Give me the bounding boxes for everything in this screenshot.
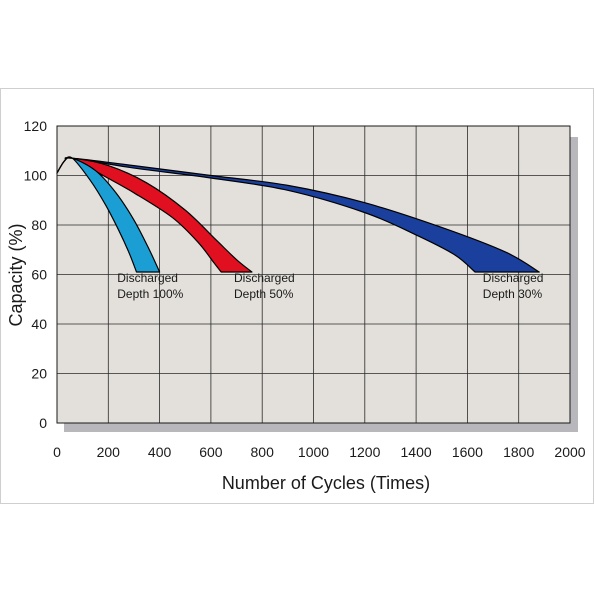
band-label-dod100-line1: Discharged: [117, 271, 178, 285]
y-tick-label: 100: [24, 168, 48, 184]
band-dod30: [56, 157, 540, 273]
band-label-dod50-line1: Discharged: [234, 271, 295, 285]
y-tick-label: 80: [31, 217, 47, 233]
x-tick-label: 0: [53, 444, 61, 460]
band-label-dod50-line2: Depth 50%: [234, 287, 294, 301]
x-tick-label: 600: [199, 444, 223, 460]
x-tick-label: 1000: [298, 444, 329, 460]
x-tick-label: 200: [97, 444, 121, 460]
x-tick-label: 1400: [401, 444, 432, 460]
x-tick-label: 1800: [503, 444, 534, 460]
band-label-dod30-line1: Discharged: [483, 271, 544, 285]
band-label-dod100-line2: Depth 100%: [117, 287, 183, 301]
data-bands: [56, 156, 540, 273]
x-axis-title: Number of Cycles (Times): [222, 473, 430, 493]
band-label-dod30-line2: Depth 30%: [483, 287, 543, 301]
x-tick-label: 2000: [554, 444, 585, 460]
band-dod100: [56, 156, 161, 273]
y-axis-ticks: 0 20 40 60 80 100 120: [24, 118, 48, 431]
band-labels: Discharged Depth 30% Discharged Depth 50% Di…: [117, 271, 543, 301]
y-tick-label: 120: [24, 118, 48, 134]
x-axis-ticks: 0 200 400 600 800 1000 1200 1400 1600 1800 2000: [53, 444, 586, 460]
y-axis-title: Capacity (%): [6, 223, 26, 326]
x-tick-label: 1600: [452, 444, 483, 460]
plot-border: [56, 125, 571, 424]
y-tick-label: 20: [31, 366, 47, 382]
y-tick-label: 40: [31, 316, 47, 332]
y-tick-label: 60: [31, 267, 47, 283]
x-tick-label: 1200: [349, 444, 380, 460]
x-tick-label: 800: [251, 444, 275, 460]
y-tick-label: 0: [39, 415, 47, 431]
x-tick-label: 400: [148, 444, 172, 460]
